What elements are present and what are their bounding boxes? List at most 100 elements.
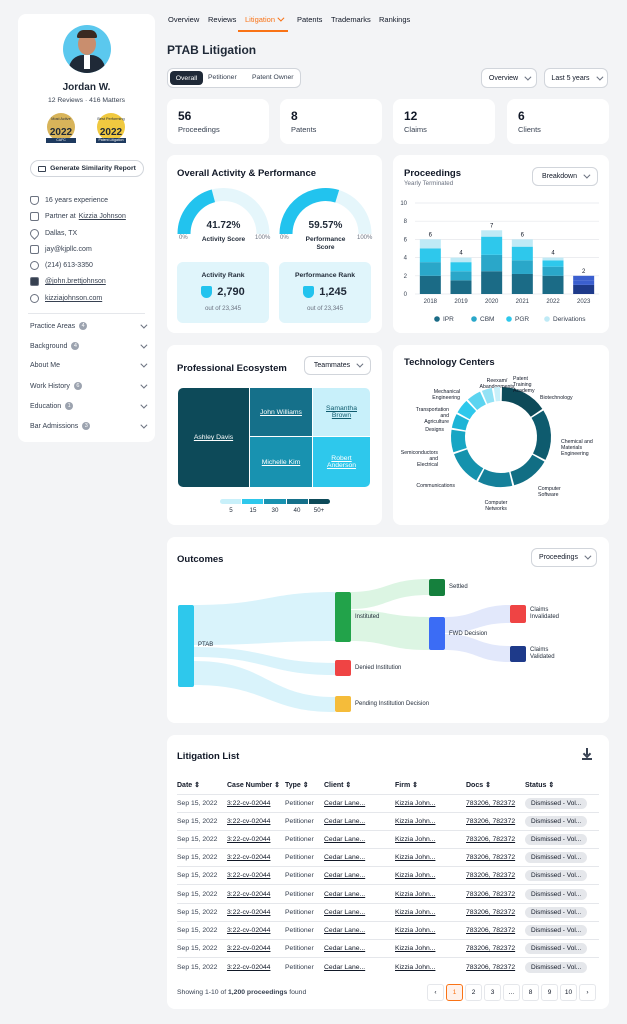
cell-client[interactable]: Cedar Lane...: [324, 938, 395, 958]
donut-segment[interactable]: [451, 429, 467, 453]
next-page-button[interactable]: ›: [579, 984, 596, 1001]
matters-count[interactable]: 416 Matters: [89, 97, 126, 104]
cell-firm[interactable]: Kizzia John...: [395, 902, 466, 922]
generate-similarity-report-button[interactable]: Generate Similarity Report: [30, 160, 144, 177]
website-link[interactable]: kizziajohnson.com: [45, 295, 103, 302]
page-button[interactable]: 3: [484, 984, 501, 1001]
segment-petitioner[interactable]: Petitioner: [208, 74, 237, 81]
cell-docs[interactable]: 783206, 782372: [466, 811, 525, 831]
cell-firm[interactable]: Kizzia John...: [395, 920, 466, 940]
page-button[interactable]: 2: [465, 984, 482, 1001]
cell-firm[interactable]: Kizzia John...: [395, 938, 466, 958]
col-header-docs[interactable]: Docs ⇕: [466, 782, 491, 790]
breakdown-dropdown[interactable]: Breakdown: [532, 167, 598, 186]
tab-overview[interactable]: Overview: [168, 15, 200, 24]
segment-patent-owner[interactable]: Patent Owner: [252, 74, 294, 81]
treemap-cell[interactable]: Michelle Kim: [250, 437, 312, 487]
accordion-practice-areas[interactable]: Practice Areas 4: [30, 321, 148, 330]
col-header-case-number[interactable]: Case Number ⇕: [227, 782, 280, 790]
cell-docs[interactable]: 783206, 782372: [466, 848, 525, 867]
cell-case-number[interactable]: 3:22-cv-02044: [227, 884, 285, 904]
table-row[interactable]: Sep 15, 2022 3:22-cv-02044 Petitioner Cedar…: [177, 957, 599, 976]
cell-firm[interactable]: Kizzia John...: [395, 793, 466, 813]
accordion-bar-admissions[interactable]: Bar Admissions 3: [30, 421, 148, 430]
cell-firm[interactable]: Kizzia John...: [395, 848, 466, 867]
page-button[interactable]: 1: [446, 984, 463, 1001]
donut-segment[interactable]: [451, 414, 470, 431]
cell-docs[interactable]: 783206, 782372: [466, 938, 525, 958]
cell-case-number[interactable]: 3:22-cv-02044: [227, 866, 285, 885]
table-row[interactable]: Sep 15, 2022 3:22-cv-02044 Petitioner Cedar…: [177, 902, 599, 922]
cell-client[interactable]: Cedar Lane...: [324, 811, 395, 831]
phone-link[interactable]: (214) 613-3350: [45, 262, 93, 269]
table-row[interactable]: Sep 15, 2022 3:22-cv-02044 Petitioner Cedar…: [177, 866, 599, 885]
cell-case-number[interactable]: 3:22-cv-02044: [227, 811, 285, 831]
donut-segment[interactable]: [510, 454, 545, 486]
cell-docs[interactable]: 783206, 782372: [466, 902, 525, 922]
tab-litigation[interactable]: Litigation: [245, 14, 285, 24]
cell-docs[interactable]: 783206, 782372: [466, 866, 525, 885]
col-header-status[interactable]: Status ⇕: [525, 782, 555, 790]
range-dropdown[interactable]: Last 5 years: [544, 68, 608, 88]
table-row[interactable]: Sep 15, 2022 3:22-cv-02044 Petitioner Cedar…: [177, 884, 599, 904]
cell-client[interactable]: Cedar Lane...: [324, 829, 395, 849]
col-header-date[interactable]: Date ⇕: [177, 782, 200, 790]
cell-client[interactable]: Cedar Lane...: [324, 884, 395, 904]
cell-case-number[interactable]: 3:22-cv-02044: [227, 829, 285, 849]
cell-client[interactable]: Cedar Lane...: [324, 866, 395, 885]
table-row[interactable]: Sep 15, 2022 3:22-cv-02044 Petitioner Cedar…: [177, 920, 599, 940]
treemap-cell[interactable]: Ashley Davis: [178, 388, 249, 487]
cell-client[interactable]: Cedar Lane...: [324, 902, 395, 922]
donut-segment[interactable]: [501, 387, 543, 417]
accordion-background[interactable]: Background 4: [30, 341, 148, 350]
cell-docs[interactable]: 783206, 782372: [466, 793, 525, 813]
cell-case-number[interactable]: 3:22-cv-02044: [227, 848, 285, 867]
cell-client[interactable]: Cedar Lane...: [324, 848, 395, 867]
treemap-cell[interactable]: Samantha Brown: [313, 388, 370, 436]
download-icon[interactable]: [582, 748, 592, 760]
linkedin-link[interactable]: @john.brettjohnson: [45, 278, 106, 285]
table-row[interactable]: Sep 15, 2022 3:22-cv-02044 Petitioner Cedar…: [177, 829, 599, 849]
tab-trademarks[interactable]: Trademarks: [331, 15, 371, 24]
col-header-client[interactable]: Client ⇕: [324, 782, 352, 790]
table-row[interactable]: Sep 15, 2022 3:22-cv-02044 Petitioner Cedar…: [177, 811, 599, 831]
donut-segment[interactable]: [478, 468, 513, 487]
segment-overall[interactable]: Overall: [170, 71, 203, 85]
accordion-education[interactable]: Education 1: [30, 401, 148, 410]
reviews-count[interactable]: 12 Reviews: [47, 97, 84, 104]
cell-client[interactable]: Cedar Lane...: [324, 957, 395, 976]
donut-segment[interactable]: [493, 387, 501, 402]
cell-client[interactable]: Cedar Lane...: [324, 920, 395, 940]
accordion-about-me[interactable]: About Me: [30, 360, 148, 369]
page-button[interactable]: 8: [522, 984, 539, 1001]
donut-segment[interactable]: [457, 400, 477, 420]
cell-docs[interactable]: 783206, 782372: [466, 957, 525, 976]
table-row[interactable]: Sep 15, 2022 3:22-cv-02044 Petitioner Cedar…: [177, 938, 599, 958]
col-header-type[interactable]: Type ⇕: [285, 782, 309, 790]
tab-rankings[interactable]: Rankings: [379, 15, 411, 24]
prev-page-button[interactable]: ‹: [427, 984, 444, 1001]
page-button[interactable]: 9: [541, 984, 558, 1001]
cell-case-number[interactable]: 3:22-cv-02044: [227, 793, 285, 813]
cell-firm[interactable]: Kizzia John...: [395, 829, 466, 849]
tab-reviews[interactable]: Reviews: [208, 15, 237, 24]
cell-case-number[interactable]: 3:22-cv-02044: [227, 957, 285, 976]
donut-segment[interactable]: [481, 387, 495, 404]
cell-docs[interactable]: 783206, 782372: [466, 920, 525, 940]
table-row[interactable]: Sep 15, 2022 3:22-cv-02044 Petitioner Cedar…: [177, 793, 599, 813]
col-header-firm[interactable]: Firm ⇕: [395, 782, 418, 790]
cell-client[interactable]: Cedar Lane...: [324, 793, 395, 813]
cell-firm[interactable]: Kizzia John...: [395, 866, 466, 885]
treemap-cell[interactable]: Robert Anderson: [313, 437, 370, 487]
cell-docs[interactable]: 783206, 782372: [466, 884, 525, 904]
accordion-work-history[interactable]: Work History 6: [30, 381, 148, 390]
cell-case-number[interactable]: 3:22-cv-02044: [227, 938, 285, 958]
donut-segment[interactable]: [467, 391, 486, 411]
cell-firm[interactable]: Kizzia John...: [395, 811, 466, 831]
partner-firm-link[interactable]: Kizzia Johnson: [78, 213, 126, 220]
treemap-cell[interactable]: John Williams: [250, 388, 312, 436]
cell-case-number[interactable]: 3:22-cv-02044: [227, 902, 285, 922]
cell-case-number[interactable]: 3:22-cv-02044: [227, 920, 285, 940]
cell-firm[interactable]: Kizzia John...: [395, 884, 466, 904]
donut-segment[interactable]: [531, 410, 551, 460]
